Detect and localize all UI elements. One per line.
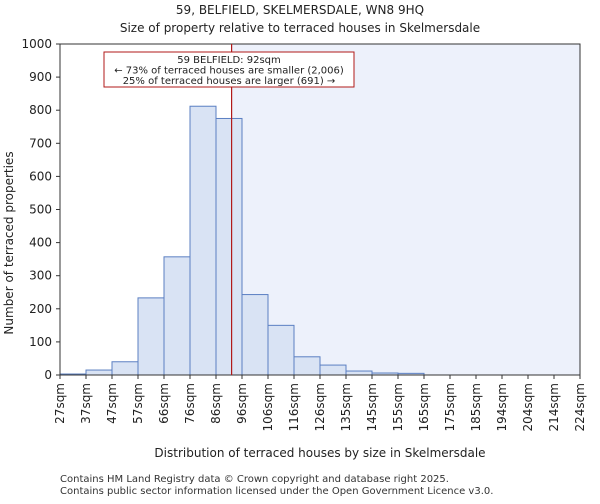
x-tick-label: 204sqm	[521, 383, 535, 431]
x-tick-label: 145sqm	[365, 383, 379, 431]
x-tick-label: 135sqm	[339, 383, 353, 431]
bar-116sqm	[293, 356, 321, 376]
bar-96sqm	[241, 294, 269, 376]
x-tick-label: 27sqm	[53, 383, 67, 424]
bar-126sqm	[319, 364, 347, 376]
annotation-box	[103, 51, 355, 88]
bars-group	[59, 105, 425, 376]
bar-57sqm	[137, 297, 165, 376]
x-axis-label: Distribution of terraced houses by size …	[154, 446, 485, 460]
x-tick-label: 194sqm	[495, 383, 509, 431]
y-axis-label: Number of terraced properties	[2, 151, 16, 334]
property-marker: 59 BELFIELD: 92sqm← 73% of terraced hous…	[103, 44, 355, 375]
chart-title: 59, BELFIELD, SKELMERSDALE, WN8 9HQ	[176, 3, 424, 17]
bar-76sqm	[189, 105, 217, 376]
y-tick-label: 500	[29, 203, 52, 217]
footer-line-2: Contains public sector information licen…	[60, 486, 493, 497]
bar-135sqm	[345, 370, 373, 376]
x-tick-label: 155sqm	[391, 383, 405, 431]
bar-66sqm	[163, 256, 191, 376]
y-tick-label: 300	[29, 269, 52, 283]
y-tick-label: 0	[44, 368, 52, 382]
y-tick-label: 700	[29, 136, 52, 150]
y-tick-label: 200	[29, 302, 52, 316]
footer-line-1: Contains HM Land Registry data © Crown c…	[60, 474, 449, 485]
x-tick-label: 175sqm	[443, 383, 457, 431]
chart-subtitle: Size of property relative to terraced ho…	[120, 21, 480, 35]
x-tick-label: 214sqm	[547, 383, 561, 431]
y-tick-label: 800	[29, 103, 52, 117]
x-tick-label: 126sqm	[313, 383, 327, 431]
x-tick-label: 66sqm	[157, 383, 171, 424]
larger-region-shade	[231, 44, 580, 375]
x-tick-label: 116sqm	[287, 383, 301, 431]
y-tick-label: 600	[29, 169, 52, 183]
bar-86sqm	[215, 117, 243, 376]
x-tick-label: 96sqm	[235, 383, 249, 424]
annotation-line-1: 59 BELFIELD: 92sqm	[177, 55, 281, 66]
bar-37sqm	[85, 369, 113, 376]
x-tick-label: 47sqm	[105, 383, 119, 424]
x-tick-label: 224sqm	[573, 383, 587, 431]
y-tick-label: 1000	[21, 37, 52, 51]
x-tick-label: 76sqm	[183, 383, 197, 424]
bar-47sqm	[111, 361, 139, 376]
y-tick-label: 400	[29, 236, 52, 250]
annotation-line-2: ← 73% of terraced houses are smaller (2,…	[114, 66, 344, 77]
x-tick-label: 106sqm	[261, 383, 275, 431]
annotation-line-3: 25% of terraced houses are larger (691) …	[123, 76, 336, 87]
y-tick-label: 900	[29, 70, 52, 84]
bar-106sqm	[267, 324, 295, 376]
x-tick-label: 185sqm	[469, 383, 483, 431]
x-tick-label: 165sqm	[417, 383, 431, 431]
x-tick-label: 86sqm	[209, 383, 223, 424]
x-axis: 27sqm 37sqm 47sqm 57sqm 66sqm 76sqm 86sqm 96sqm…	[53, 375, 587, 431]
x-tick-label: 37sqm	[79, 383, 93, 424]
y-tick-label: 100	[29, 335, 52, 349]
x-tick-label: 57sqm	[131, 383, 145, 424]
